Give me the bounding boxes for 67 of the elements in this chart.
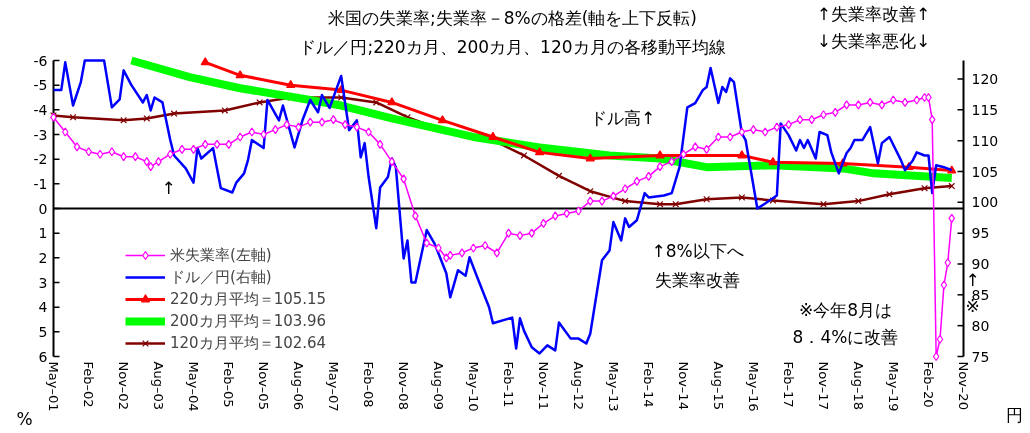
annotation: 失業率改善 (655, 269, 740, 290)
annotation: ↑8%以下へ (651, 240, 744, 261)
x-tick-label: Aug–06 (291, 361, 306, 410)
text: ↑ (965, 269, 980, 290)
annotation: ドル高↑ (589, 107, 656, 128)
x-tick-label: Nov–02 (116, 361, 132, 410)
annotation: ↑ (161, 177, 176, 198)
x-tick-label: Aug–03 (151, 361, 166, 410)
x-tick-label: May–10 (465, 361, 481, 412)
chart-title: 米国の失業率;失業率－8%の格差(軸を上下反転) (328, 7, 697, 28)
x-tick-label: May–16 (745, 361, 761, 412)
y2-tick-label: 120 (971, 71, 999, 87)
x-tick-label: Nov–08 (396, 361, 412, 410)
y2-tick-label: 75 (971, 348, 990, 365)
x-tick-label: Feb–11 (501, 361, 517, 408)
y-tick-label: -3 (33, 126, 48, 143)
x-tick-label: Nov–20 (956, 361, 971, 410)
x-tick-label: Feb–02 (81, 361, 97, 408)
y-tick-label: 0 (38, 200, 48, 217)
y-tick-label: -4 (33, 101, 48, 118)
y-tick-label: 5 (38, 323, 48, 340)
x-tick-label: Aug–15 (710, 361, 726, 410)
y-tick-label: -6 (33, 52, 48, 69)
x-tick-label: Aug–18 (850, 361, 866, 410)
x-tick-label: Feb–14 (641, 361, 657, 408)
annotation: 8．4%に改善 (792, 326, 899, 347)
legend-label: 220カ月平均＝105.15 (170, 289, 327, 309)
y2-axis-title: 円 (1006, 404, 1023, 425)
x-tick-label: Nov–14 (676, 361, 691, 410)
x-tick-label: Aug–09 (431, 361, 446, 410)
x-tick-label: Nov–11 (536, 361, 551, 410)
y2-tick-label: 90 (971, 256, 990, 272)
text: ↓失業率悪化↓ (816, 30, 931, 51)
y2-tick-label: 80 (971, 317, 990, 334)
y2-tick-label: 100 (971, 194, 999, 211)
y-tick-label: 4 (38, 299, 48, 316)
x-tick-label: Feb–05 (221, 361, 237, 408)
y-axis-title: % (16, 408, 33, 429)
x-tick-label: Feb–08 (361, 361, 377, 408)
legend-label: ドル／円(右軸) (170, 267, 272, 287)
y2-tick-label: 105 (971, 163, 999, 180)
y-tick-label: -1 (33, 175, 48, 192)
x-tick-label: May–07 (325, 361, 341, 412)
y2-tick-label: 95 (971, 225, 990, 242)
x-tick-label: Nov–05 (256, 361, 272, 410)
x-tick-label: Feb–17 (781, 361, 797, 408)
y2-tick-label: 115 (971, 101, 999, 118)
y2-tick-label: 110 (971, 132, 999, 149)
legend-label: 120カ月平均＝102.64 (170, 333, 327, 353)
chart-subtitle: ドル／円;220カ月、200カ月、120カ月の各移動平均線 (299, 36, 726, 57)
legend-label: 米失業率(左軸) (170, 245, 272, 265)
legend-label: 200カ月平均＝103.96 (170, 311, 327, 331)
x-tick-label: Feb–20 (921, 361, 936, 408)
text: ↑失業率改善↑ (816, 3, 931, 24)
y-tick-label: 2 (38, 249, 48, 266)
annotation: ※今年8月は (798, 299, 893, 320)
y-tick-label: -2 (33, 151, 48, 168)
x-tick-label: Nov–17 (816, 361, 831, 410)
x-tick-label: May–19 (885, 361, 901, 412)
x-tick-label: May–01 (46, 361, 61, 412)
x-tick-label: Aug–12 (571, 361, 586, 410)
y-tick-label: 3 (38, 274, 48, 291)
x-tick-label: May–04 (186, 361, 201, 412)
y-tick-label: 6 (38, 348, 48, 365)
y-tick-label: 1 (38, 225, 48, 242)
x-tick-label: May–13 (605, 361, 621, 412)
y-tick-label: -5 (33, 77, 48, 94)
